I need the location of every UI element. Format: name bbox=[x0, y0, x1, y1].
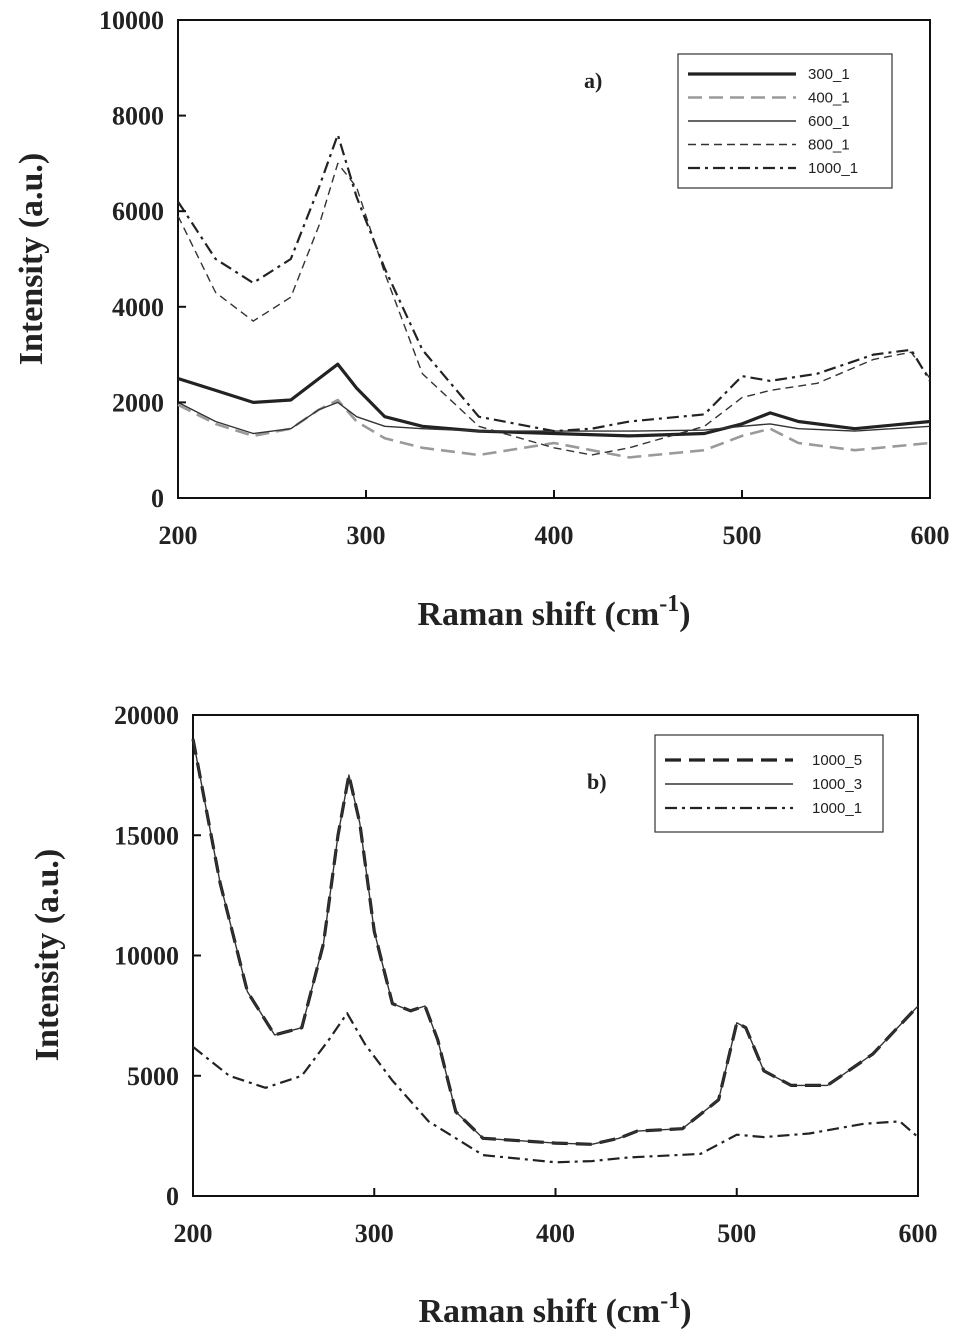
series-line-1000-1 bbox=[192, 1012, 919, 1164]
series-line-300-1 bbox=[177, 362, 931, 438]
legend-a: 300_1 400_1 600_1 800_1 1000_1 bbox=[677, 53, 893, 189]
y-tick-label-a: 0 bbox=[151, 484, 164, 513]
y-tick-label-a: 8000 bbox=[112, 102, 164, 131]
x-tick-label-a: 500 bbox=[723, 521, 762, 550]
y-tick-label-b: 20000 bbox=[114, 701, 179, 730]
legend-label-600-1: 600_1 bbox=[808, 113, 850, 130]
y-tick-label-b: 5000 bbox=[127, 1062, 179, 1091]
series-line-600-1 bbox=[177, 401, 931, 435]
x-tick-label-b: 300 bbox=[355, 1219, 394, 1248]
y-axis-title-b: Intensity (a.u.) bbox=[29, 849, 66, 1062]
legend-label-1000-3: 1000_3 bbox=[812, 776, 862, 793]
legend-items-a: 300_1 400_1 600_1 800_1 1000_1 bbox=[688, 66, 858, 177]
legend-label-400-1: 400_1 bbox=[808, 90, 850, 107]
x-tick-label-a: 200 bbox=[159, 521, 198, 550]
legend-label-1000-1: 1000_1 bbox=[808, 160, 858, 177]
legend-label-1000-1: 1000_1 bbox=[812, 800, 862, 817]
y-tick-label-a: 6000 bbox=[112, 197, 164, 226]
series-line-800-1 bbox=[177, 162, 931, 456]
x-tick-label-a: 300 bbox=[347, 521, 386, 550]
y-tick-label-b: 10000 bbox=[114, 942, 179, 971]
tick-layer-b: 200 300 400 500 600 0 5000 10000 15000 20000 bbox=[114, 701, 938, 1248]
series-layer-b bbox=[191, 738, 920, 1164]
y-tick-label-b: 0 bbox=[166, 1182, 179, 1211]
y-tick-label-a: 10000 bbox=[99, 6, 164, 35]
y-tick-label-a: 4000 bbox=[112, 293, 164, 322]
legend-label-800-1: 800_1 bbox=[808, 137, 850, 154]
x-tick-label-a: 600 bbox=[911, 521, 950, 550]
legend-items-b: 1000_5 1000_3 1000_1 bbox=[665, 752, 862, 817]
y-tick-label-b: 15000 bbox=[114, 821, 179, 850]
panel-label-b: b) bbox=[587, 769, 607, 794]
legend-label-1000-5: 1000_5 bbox=[812, 752, 862, 769]
legend-label-300-1: 300_1 bbox=[808, 66, 850, 83]
x-tick-label-b: 600 bbox=[899, 1219, 938, 1248]
panel-b: 200 300 400 500 600 0 5000 10000 15000 20000 Rama… bbox=[29, 701, 938, 1330]
legend-b: 1000_5 1000_3 1000_1 bbox=[654, 734, 884, 833]
x-axis-title-a: Raman shift (cm-1) bbox=[417, 591, 690, 633]
series-line-1000-1 bbox=[177, 133, 931, 433]
x-tick-label-b: 200 bbox=[174, 1219, 213, 1248]
x-tick-label-b: 500 bbox=[717, 1219, 756, 1248]
x-tick-label-a: 400 bbox=[535, 521, 574, 550]
x-tick-label-b: 400 bbox=[536, 1219, 575, 1248]
y-axis-title-a: Intensity (a.u.) bbox=[13, 153, 50, 366]
panel-label-a: a) bbox=[584, 68, 602, 93]
x-axis-title-b: Raman shift (cm-1) bbox=[418, 1288, 691, 1330]
series-line-1000-3 bbox=[192, 738, 919, 1146]
series-layer-a bbox=[177, 133, 931, 459]
y-tick-label-a: 2000 bbox=[112, 388, 164, 417]
